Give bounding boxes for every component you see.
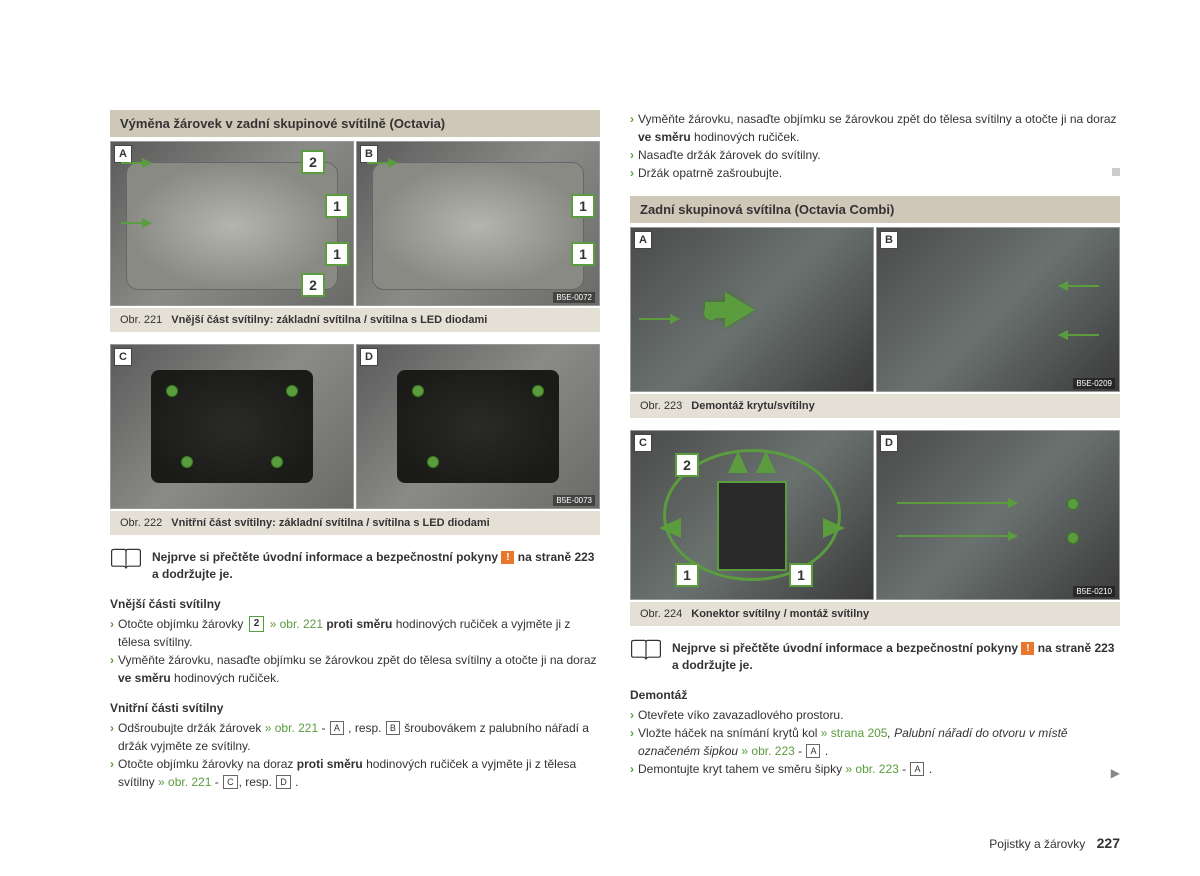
- subheading-demontaz: Demontáž: [630, 688, 1120, 702]
- section-name: Pojistky a žárovky: [989, 837, 1085, 851]
- bullet-marker-icon: ›: [630, 110, 634, 128]
- callout-1c: 1: [571, 194, 595, 218]
- caption-222: Obr. 222 Vnitřní část svítilny: základní…: [110, 511, 600, 535]
- bullet-item: › Otevřete víko zavazadlového prostoru.: [630, 706, 1120, 724]
- figure-label-b: B: [360, 145, 378, 163]
- bullet-item: › Vyměňte žárovku, nasaďte objímku se žá…: [110, 651, 600, 687]
- caption-223: Obr. 223 Demontáž krytu/svítilny: [630, 394, 1120, 418]
- continue-arrow-icon: ▶: [1111, 764, 1120, 782]
- callout-2: 2: [301, 150, 325, 174]
- figure-label-a: A: [114, 145, 132, 163]
- image-ref-222: B5E-0073: [553, 495, 595, 506]
- figure-label-c2: C: [634, 434, 652, 452]
- book-icon: [630, 638, 662, 662]
- figure-222-d: D B5E-0073: [356, 344, 600, 509]
- page-number: 227: [1097, 835, 1120, 851]
- callout-1d: 1: [571, 242, 595, 266]
- section-header-octavia: Výměna žárovek v zadní skupinové svítiln…: [110, 110, 600, 137]
- inline-box-ref-c: C: [223, 775, 238, 789]
- figure-label-d: D: [360, 348, 378, 366]
- bullet-marker-icon: ›: [110, 651, 114, 669]
- bullet-item: › Držák opatrně zašroubujte.: [630, 164, 1120, 182]
- warn-icon: !: [1021, 642, 1034, 655]
- figure-label-c: C: [114, 348, 132, 366]
- callout-1: 1: [325, 194, 349, 218]
- figure-label-a2: A: [634, 231, 652, 249]
- bullet-list-vnejsi: › Otočte objímku žárovky 2 » obr. 221 pr…: [110, 615, 600, 687]
- notice-row-right: Nejprve si přečtěte úvodní informace a b…: [630, 638, 1120, 674]
- inline-box-ref-a3: A: [910, 762, 924, 776]
- figure-221-b: B 1 1 B5E-0072: [356, 141, 600, 306]
- bullet-list-demontaz: › Otevřete víko zavazadlového prostoru. …: [630, 706, 1120, 782]
- bullet-item: › Otočte objímku žárovky 2 » obr. 221 pr…: [110, 615, 600, 651]
- notice-text-right: Nejprve si přečtěte úvodní informace a b…: [672, 638, 1120, 674]
- bullet-item: › Vyměňte žárovku, nasaďte objímku se žá…: [630, 110, 1120, 146]
- bullet-marker-icon: ›: [630, 164, 634, 182]
- bullet-marker-icon: ›: [110, 719, 114, 737]
- figure-223-b: B B5E-0209: [876, 227, 1120, 392]
- bullet-list-top: › Vyměňte žárovku, nasaďte objímku se žá…: [630, 110, 1120, 182]
- inline-ref-2: 2: [249, 616, 265, 632]
- bullet-marker-icon: ›: [630, 706, 634, 724]
- bullet-item: › Odšroubujte držák žárovek » obr. 221 -…: [110, 719, 600, 755]
- callout-c1b: 1: [789, 563, 813, 587]
- right-column: › Vyměňte žárovku, nasaďte objímku se žá…: [630, 110, 1120, 846]
- bullet-item: › Otočte objímku žárovky na doraz proti …: [110, 755, 600, 791]
- notice-row-left: Nejprve si přečtěte úvodní informace a b…: [110, 547, 600, 583]
- figure-221-pair: A 2 1 1 2 B 1 1 B5E-0072: [110, 141, 600, 306]
- callout-2b: 2: [301, 273, 325, 297]
- callout-c2: 2: [675, 453, 699, 477]
- book-icon: [110, 547, 142, 571]
- bullet-marker-icon: ›: [630, 146, 634, 164]
- section-header-combi: Zadní skupinová svítilna (Octavia Combi): [630, 196, 1120, 223]
- figure-label-b2: B: [880, 231, 898, 249]
- warn-icon: !: [501, 551, 514, 564]
- bullet-marker-icon: ›: [630, 760, 634, 778]
- bullet-item: › Vložte háček na snímání krytů kol » st…: [630, 724, 1120, 760]
- callout-c1a: 1: [675, 563, 699, 587]
- inline-box-ref-a: A: [330, 721, 344, 735]
- bullet-item: › Nasaďte držák žárovek do svítilny.: [630, 146, 1120, 164]
- figure-223-a: A: [630, 227, 874, 392]
- end-square-icon: [1112, 168, 1120, 176]
- caption-224: Obr. 224 Konektor svítilny / montáž svít…: [630, 602, 1120, 626]
- figure-label-d2: D: [880, 434, 898, 452]
- figure-222-c: C: [110, 344, 354, 509]
- callout-1b: 1: [325, 242, 349, 266]
- figure-224-d: D B5E-0210: [876, 430, 1120, 600]
- left-column: Výměna žárovek v zadní skupinové svítiln…: [110, 110, 600, 846]
- figure-222-pair: C D B5E-0073: [110, 344, 600, 509]
- bullet-marker-icon: ›: [110, 615, 114, 633]
- notice-text-left: Nejprve si přečtěte úvodní informace a b…: [152, 547, 600, 583]
- image-ref-223: B5E-0209: [1073, 378, 1115, 389]
- inline-box-ref-b: B: [386, 721, 400, 735]
- subheading-vnitrni: Vnitřní části svítilny: [110, 701, 600, 715]
- bullet-item: › Demontujte kryt tahem ve směru šipky »…: [630, 760, 1120, 782]
- inline-box-ref-d: D: [276, 775, 291, 789]
- bullet-marker-icon: ›: [630, 724, 634, 742]
- image-ref-221: B5E-0072: [553, 292, 595, 303]
- inline-box-ref-a2: A: [806, 744, 820, 758]
- page-footer: Pojistky a žárovky 227: [989, 835, 1120, 851]
- caption-221: Obr. 221 Vnější část svítilny: základní …: [110, 308, 600, 332]
- big-arrow-icon: [725, 292, 755, 328]
- subheading-vnejsi: Vnější části svítilny: [110, 597, 600, 611]
- figure-224-pair: C 2 1 1 D B5E-0210: [630, 430, 1120, 600]
- figure-223-pair: A B B5E-0209: [630, 227, 1120, 392]
- bullet-list-vnitrni: › Odšroubujte držák žárovek » obr. 221 -…: [110, 719, 600, 791]
- figure-221-a: A 2 1 1 2: [110, 141, 354, 306]
- image-ref-224: B5E-0210: [1073, 586, 1115, 597]
- figure-224-c: C 2 1 1: [630, 430, 874, 600]
- bullet-marker-icon: ›: [110, 755, 114, 773]
